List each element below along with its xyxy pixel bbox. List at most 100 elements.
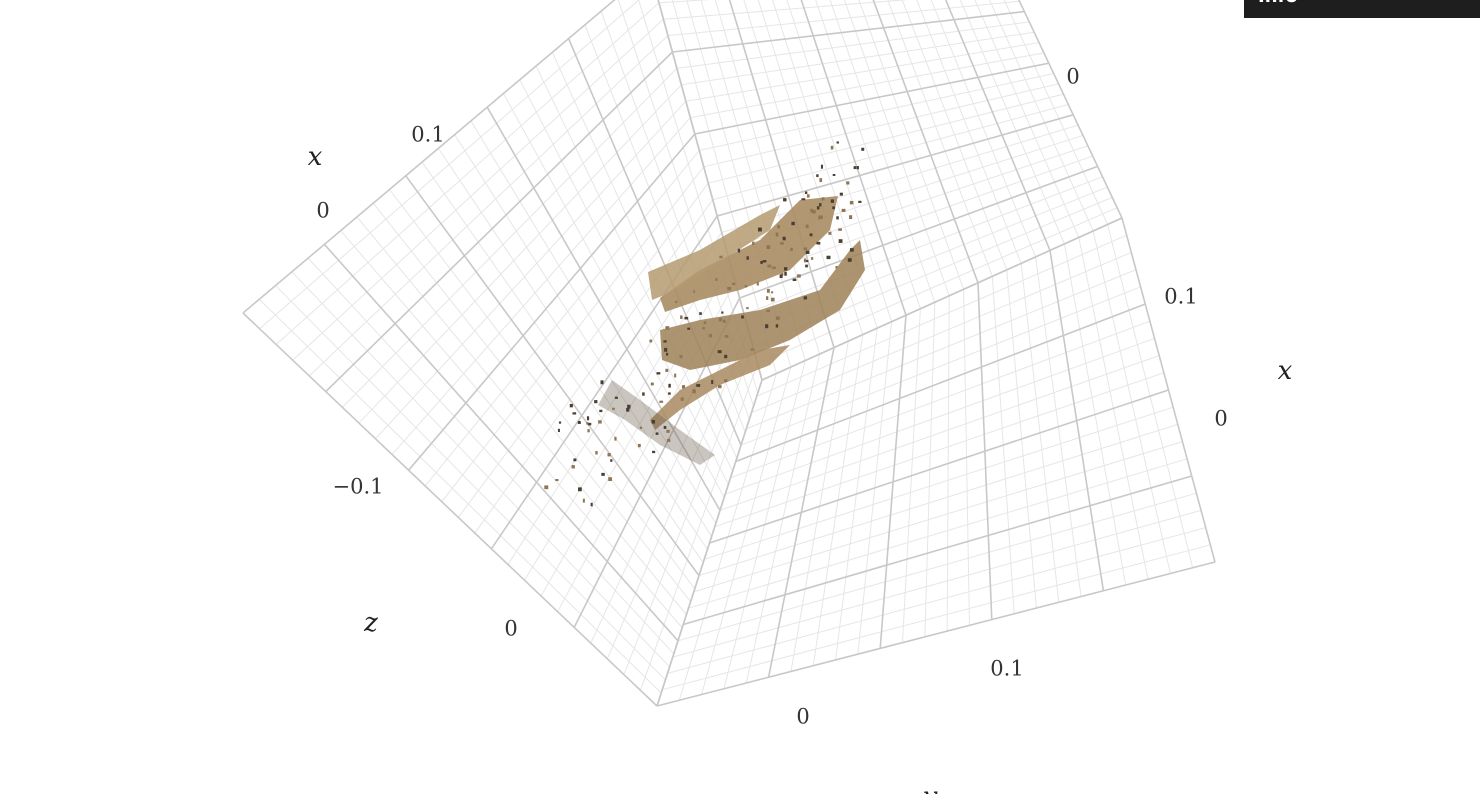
minor-grid-line: [308, 35, 669, 377]
cloud-point: [835, 265, 838, 269]
cloud-point: [722, 319, 726, 323]
minor-grid-line: [291, 271, 670, 668]
cloud-point: [803, 247, 808, 251]
major-grid-line: [657, 0, 763, 381]
cloud-point: [746, 307, 749, 310]
minor-grid-line: [391, 117, 691, 455]
cloud-point: [801, 198, 806, 201]
major-grid-line: [242, 0, 616, 314]
cloud-point: [719, 255, 723, 259]
minor-grid-line: [676, 21, 1030, 69]
cloud-point: [573, 458, 577, 462]
tick-label: −0.1: [333, 475, 384, 499]
cloud-point: [650, 382, 654, 386]
cloud-point: [586, 416, 590, 421]
tick-label: 0: [316, 199, 329, 223]
cloud-point: [805, 224, 809, 229]
cloud-point: [594, 400, 598, 404]
cloud-point: [587, 429, 590, 433]
minor-grid-line: [721, 124, 1079, 233]
minor-grid-line: [259, 0, 640, 330]
major-grid-line: [242, 312, 658, 707]
cloud-point: [832, 174, 836, 177]
cloud-point: [679, 355, 683, 359]
cloud-point: [804, 191, 808, 194]
cloud-point: [775, 232, 779, 237]
minor-grid-line: [751, 251, 1132, 414]
cloud-point: [821, 197, 825, 201]
cloud-point: [803, 258, 807, 263]
cloud-point: [830, 199, 834, 203]
major-grid-line: [672, 10, 1025, 53]
minor-grid-line: [700, 0, 806, 361]
cloud-point: [724, 335, 729, 338]
cloud-point: [600, 380, 604, 385]
cloud-point: [780, 242, 784, 245]
cloud-point: [614, 436, 617, 441]
major-grid-line: [709, 389, 1169, 544]
cloud-point: [590, 502, 593, 507]
cloud-point: [717, 350, 722, 354]
major-grid-line: [323, 243, 679, 642]
cloud-point: [782, 236, 786, 241]
minor-grid-line: [292, 18, 664, 361]
cloud-point: [627, 404, 631, 409]
cloud-point: [766, 245, 771, 249]
tick-label: 0.1: [411, 123, 444, 147]
cloud-point: [818, 215, 821, 220]
cloud-point: [816, 174, 819, 178]
minor-grid-line: [623, 347, 754, 675]
cloud-point: [803, 296, 808, 300]
minor-grid-line: [708, 93, 1064, 184]
cloud-point: [587, 422, 592, 426]
major-grid-line: [683, 475, 1192, 626]
cloud-point: [830, 145, 834, 150]
minor-grid-line: [930, 0, 1037, 258]
info-label[interactable]: Info: [1258, 0, 1298, 7]
cloud-point: [675, 300, 678, 304]
cloud-point: [571, 465, 575, 469]
minor-grid-line: [342, 68, 678, 408]
minor-grid-line: [275, 285, 666, 681]
cloud-point: [687, 327, 691, 330]
minor-grid-line: [989, 0, 1094, 232]
cloud-point: [847, 258, 852, 262]
minor-grid-line: [699, 73, 1054, 151]
point-cloud: [544, 141, 865, 507]
cloud-point: [836, 141, 839, 144]
minor-grid-line: [685, 42, 1040, 102]
cloud-point: [558, 421, 562, 424]
minor-grid-line: [590, 314, 745, 644]
minor-grid-line: [437, 148, 708, 550]
cloud-point: [595, 451, 598, 455]
cloud-point: [826, 255, 831, 260]
tick-label: 0: [796, 705, 809, 729]
minor-grid-line: [690, 52, 1045, 119]
cloud-point: [544, 485, 549, 490]
info-button[interactable]: [1244, 0, 1480, 18]
minor-grid-line: [662, 544, 1211, 691]
major-grid-line: [694, 62, 1049, 135]
cloud-point: [771, 291, 774, 294]
cloud-point: [696, 384, 701, 387]
cloud-point: [861, 147, 865, 151]
cloud-point: [557, 428, 560, 433]
cloud-point: [806, 194, 810, 198]
minor-grid-line: [712, 103, 1069, 201]
cloud-point: [703, 321, 707, 325]
cloud-point: [765, 324, 769, 329]
cloud-point: [760, 261, 763, 264]
cloud-point: [819, 215, 823, 219]
cloud-point: [838, 228, 842, 231]
major-grid-line: [325, 51, 673, 393]
cloud-point: [839, 192, 843, 196]
cloud-point: [724, 354, 728, 359]
cloud-point: [856, 166, 859, 170]
cloud-point: [819, 203, 822, 207]
minor-grid-line: [375, 100, 687, 440]
cloud-point: [783, 267, 788, 271]
cloud-point: [783, 198, 787, 202]
minor-grid-line: [688, 458, 1188, 609]
cloud-point: [777, 224, 780, 229]
major-grid-line: [872, 0, 979, 284]
